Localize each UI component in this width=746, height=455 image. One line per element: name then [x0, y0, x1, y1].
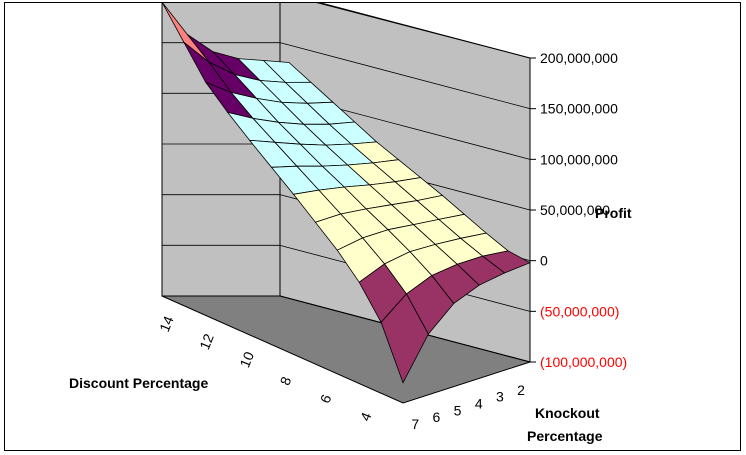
discount-tick-label: 14	[156, 313, 177, 334]
discount-tick-label: 12	[196, 331, 217, 352]
z-tick-label: (50,000,000)	[540, 303, 619, 319]
z-axis-label: Profit	[595, 205, 632, 221]
surface-plot	[161, 1, 531, 384]
knockout-tick-label: 2	[517, 382, 525, 398]
surface-chart: 200,000,000 150,000,000 100,000,000 50,000,…	[69, 0, 632, 444]
z-tick-label: 100,000,000	[540, 151, 618, 167]
z-tick-label: (100,000,000)	[540, 354, 627, 370]
discount-tick-label: 6	[317, 392, 335, 405]
x-axis-label: Discount Percentage	[69, 375, 208, 391]
discount-tick-label: 8	[277, 374, 295, 387]
y-axis-label: Knockout Percentage	[527, 405, 603, 444]
z-gridline	[308, 0, 531, 59]
knockout-tick-label: 6	[433, 409, 441, 425]
z-tick-label: 50,000,000	[540, 202, 610, 218]
knockout-tick-label: 4	[475, 395, 483, 411]
z-gridline	[279, 42, 531, 110]
z-tick-label: 150,000,000	[540, 101, 618, 117]
chart-frame: 200,000,000 150,000,000 100,000,000 50,000,…	[4, 0, 741, 451]
surface-cell	[481, 250, 531, 274]
discount-tick-label: 10	[236, 349, 257, 370]
z-axis-ticks: 200,000,000 150,000,000 100,000,000 50,000,…	[530, 50, 627, 370]
discount-tick-label: 4	[357, 410, 375, 423]
knockout-tick-label: 5	[454, 402, 462, 418]
z-tick-label: 0	[540, 253, 548, 269]
knockout-tick-label: 7	[411, 416, 419, 432]
knockout-tick-label: 3	[496, 389, 504, 405]
z-tick-label: 200,000,000	[540, 50, 618, 66]
